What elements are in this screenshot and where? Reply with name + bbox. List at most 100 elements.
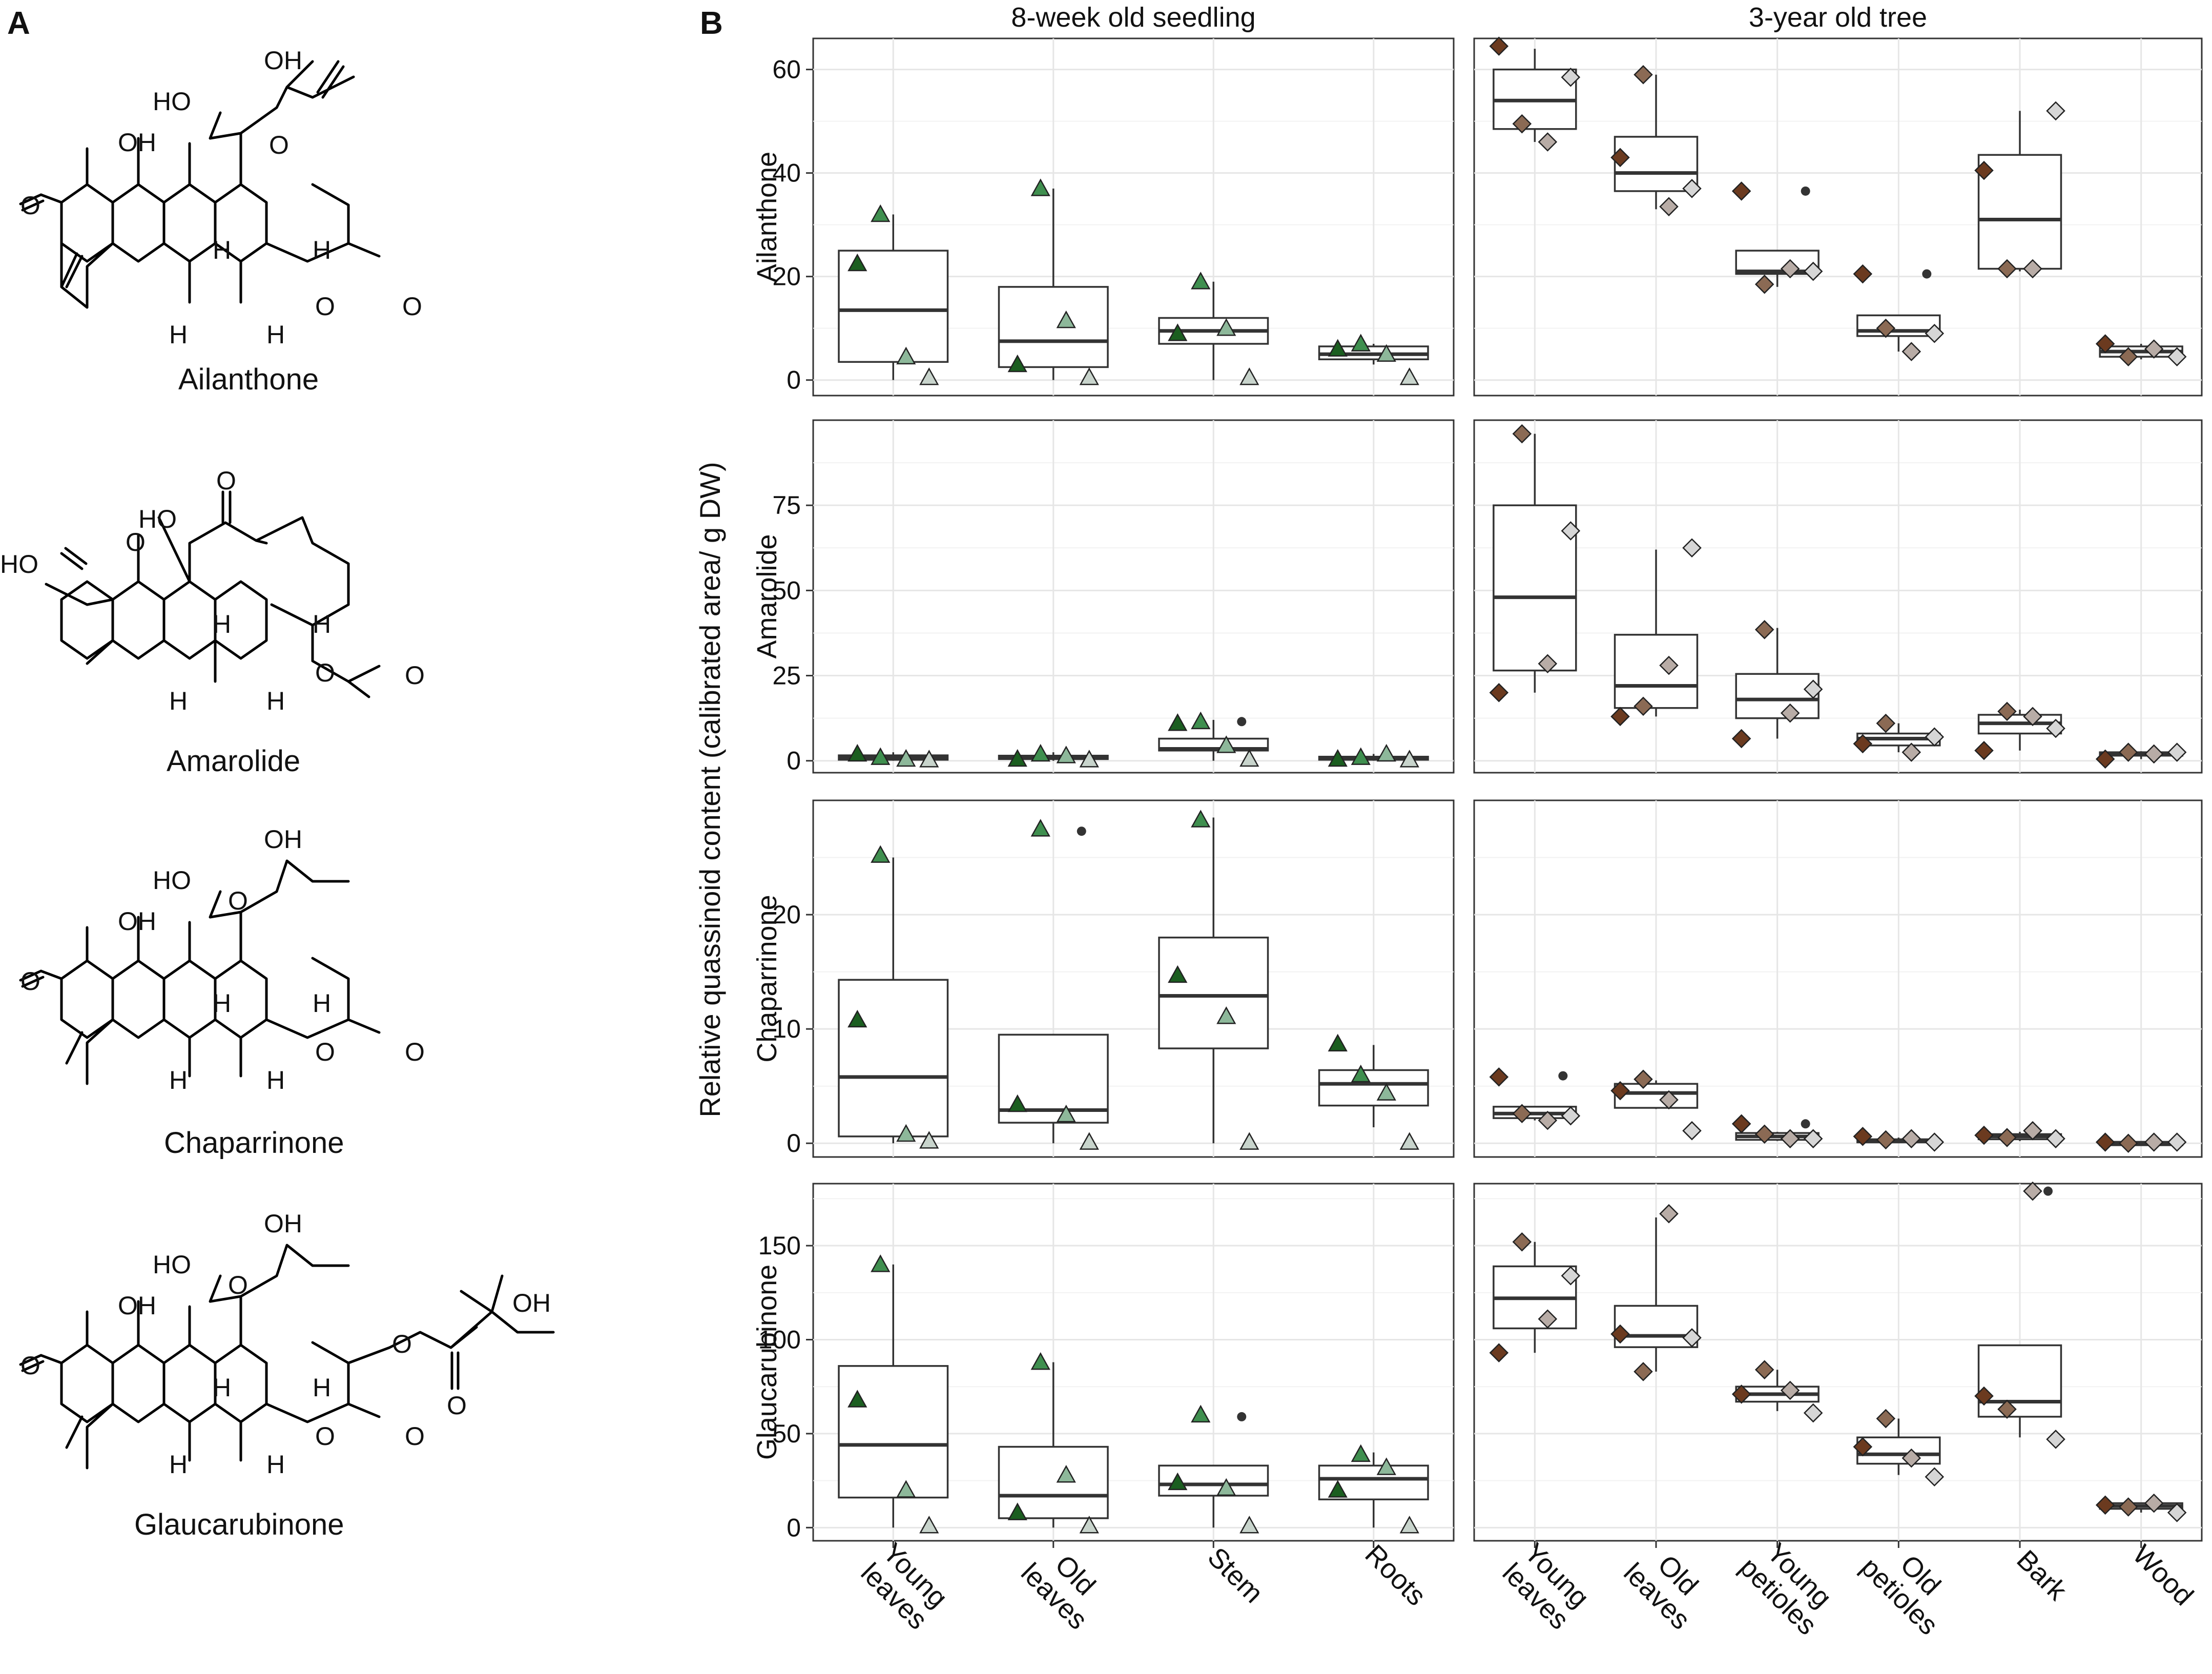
data-point: [2046, 718, 2065, 738]
panel-background: [1473, 799, 2203, 1158]
data-point: [1610, 707, 1630, 727]
box-old-leaves: [1610, 65, 1702, 217]
box-body: [1158, 936, 1269, 1049]
panel-glaucarubinone-8-week-old-seedling: [812, 1183, 1455, 1542]
data-point: [1754, 275, 1774, 294]
box-old-leaves: [998, 819, 1109, 1150]
chaparrinone-oh-top: OH: [264, 825, 302, 854]
ailanthone-o-ring: O: [269, 131, 289, 159]
box-young-leaves: [1489, 1067, 1581, 1130]
box-bark: [1974, 1181, 2065, 1449]
data-point: [1216, 1006, 1236, 1024]
data-point: [1239, 1132, 1259, 1150]
data-point: [1901, 742, 1921, 762]
y-tick-label: 75: [772, 491, 801, 520]
data-point: [847, 1009, 867, 1028]
data-point: [1376, 1083, 1396, 1101]
compound-name-amarolide: Amarolide: [167, 745, 300, 778]
data-point: [1974, 1125, 1994, 1145]
data-point: [847, 253, 867, 272]
data-point: [2023, 707, 2042, 727]
data-point: [1538, 1309, 1558, 1329]
box-body: [1318, 1069, 1429, 1107]
data-point: [2095, 1132, 2115, 1152]
data-point: [2023, 1121, 2042, 1141]
chaparrinone-h3: H: [169, 1066, 188, 1094]
data-point: [1328, 339, 1348, 357]
box-old-petioles: [1853, 1409, 1945, 1487]
box-old-petioles: [1853, 1127, 1945, 1152]
panel-chaparrinone-8-week-old-seedling: [812, 799, 1455, 1158]
x-tick-label-3-year-old-tree-bark: Bark: [2011, 1544, 2073, 1607]
data-point: [919, 1131, 939, 1149]
y-tick-label: 20: [772, 262, 801, 291]
data-point: [1351, 1064, 1371, 1083]
data-point: [1901, 1448, 1921, 1468]
data-point: [1512, 1232, 1532, 1252]
data-point: [2118, 1133, 2138, 1153]
panel-ailanthone-3-year-old-tree: [1473, 36, 2203, 397]
data-point: [1997, 1399, 2017, 1419]
chaparrinone-ring-bonds: [39, 859, 381, 1085]
data-point: [1803, 1403, 1823, 1423]
row-label-amarolide: Amarolide: [752, 534, 782, 658]
glaucarubinone-h4: H: [266, 1450, 285, 1479]
glaucarubinone-o-lactone: O: [315, 1422, 335, 1451]
data-point: [1803, 261, 1823, 281]
glaucarubinone-oh-top: OH: [264, 1209, 302, 1238]
box-body: [1614, 1305, 1699, 1348]
ailanthone-double-bonds: [19, 60, 345, 288]
box-young-petioles: [1731, 181, 1823, 294]
data-point: [2023, 259, 2042, 279]
data-point: [1659, 655, 1679, 675]
data-point: [1489, 36, 1509, 56]
data-point: [1216, 735, 1236, 753]
amarolide-o-top: O: [216, 466, 236, 495]
data-point: [919, 750, 939, 768]
box-wood: [2095, 1132, 2187, 1153]
data-point: [1731, 1114, 1751, 1134]
data-point: [1925, 727, 1945, 747]
data-point: [1853, 1437, 1873, 1457]
box-young-leaves: [838, 1254, 949, 1534]
ailanthone-o-ketone: O: [20, 191, 40, 220]
box-young-leaves: [838, 204, 949, 385]
data-point: [1007, 1502, 1027, 1520]
glaucarubinone-o-ester: O: [392, 1330, 412, 1358]
y-tick-label: 20: [772, 900, 801, 929]
box-stem: [1158, 711, 1269, 767]
structure-glaucarubinone: OH HO OH O O O OH O H H H H O O Glaucaru…: [19, 1209, 555, 1541]
amarolide-o-carbonyl: O: [405, 661, 425, 690]
data-point: [2144, 339, 2164, 359]
data-point: [1925, 1132, 1945, 1152]
ailanthone-h2: H: [313, 236, 331, 264]
box-old-leaves: [998, 1352, 1109, 1534]
chaparrinone-ho: HO: [153, 866, 191, 895]
box-bark: [1974, 1121, 2065, 1149]
box-body: [1493, 504, 1577, 672]
ailanthone-oh-top: OH: [264, 46, 302, 75]
data-point: [1079, 750, 1099, 768]
y-tick-label: 0: [787, 366, 801, 395]
data-point: [1853, 1127, 1873, 1146]
data-point: [1876, 1130, 1896, 1150]
data-point: [1731, 181, 1751, 201]
data-point: [1056, 746, 1076, 763]
box-body: [838, 1365, 949, 1499]
data-point: [871, 204, 891, 222]
data-point: [1030, 1352, 1050, 1370]
data-point: [1168, 1472, 1188, 1491]
y-tick-label: 0: [787, 1513, 801, 1542]
data-point: [1876, 713, 1896, 733]
data-point: [1682, 538, 1702, 558]
y-tick-label: 50: [772, 576, 801, 605]
box-old-leaves: [998, 178, 1109, 385]
x-tick-label-line: Bark: [2011, 1544, 2073, 1607]
box-body: [998, 286, 1109, 368]
data-point: [847, 1390, 867, 1408]
data-point: [1974, 1386, 1994, 1406]
data-point: [1634, 1362, 1653, 1381]
data-point: [1780, 1129, 1800, 1149]
data-point: [1512, 114, 1532, 134]
ailanthone-h1: H: [213, 236, 231, 264]
